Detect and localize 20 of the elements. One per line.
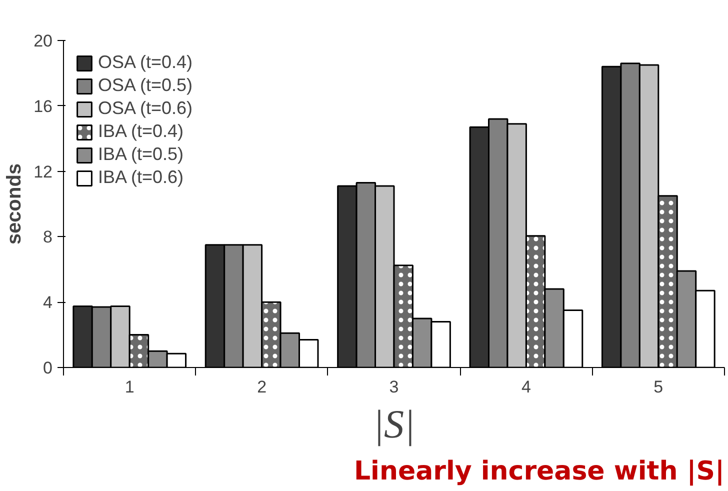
y-tick-label: 4 <box>43 293 53 312</box>
legend-label: OSA (t=0.6) <box>98 98 193 119</box>
legend-label: OSA (t=0.5) <box>98 75 193 96</box>
x-tick-label: 2 <box>257 378 267 396</box>
y-tick-label: 8 <box>43 228 53 247</box>
x-tick-label: 5 <box>654 378 664 396</box>
x-tick-label: 1 <box>124 378 134 396</box>
legend-label: OSA (t=0.4) <box>98 52 193 73</box>
legend-label: IBA (t=0.5) <box>98 144 184 165</box>
y-tick-label: 12 <box>34 162 53 182</box>
x-tick-label: 4 <box>521 378 531 396</box>
x-axis-title: |S| <box>373 402 416 446</box>
text: Linearly increase with |S| <box>354 456 725 486</box>
x-tick-label: 3 <box>389 378 399 396</box>
legend-label: IBA (t=0.6) <box>98 167 184 188</box>
y-tick-label: 20 <box>34 32 53 50</box>
y-tick-label: 0 <box>43 358 53 378</box>
y-tick-label: 16 <box>34 96 53 116</box>
legend-label: IBA (t=0.4) <box>98 121 184 142</box>
y-axis-title: seconds <box>4 163 26 245</box>
